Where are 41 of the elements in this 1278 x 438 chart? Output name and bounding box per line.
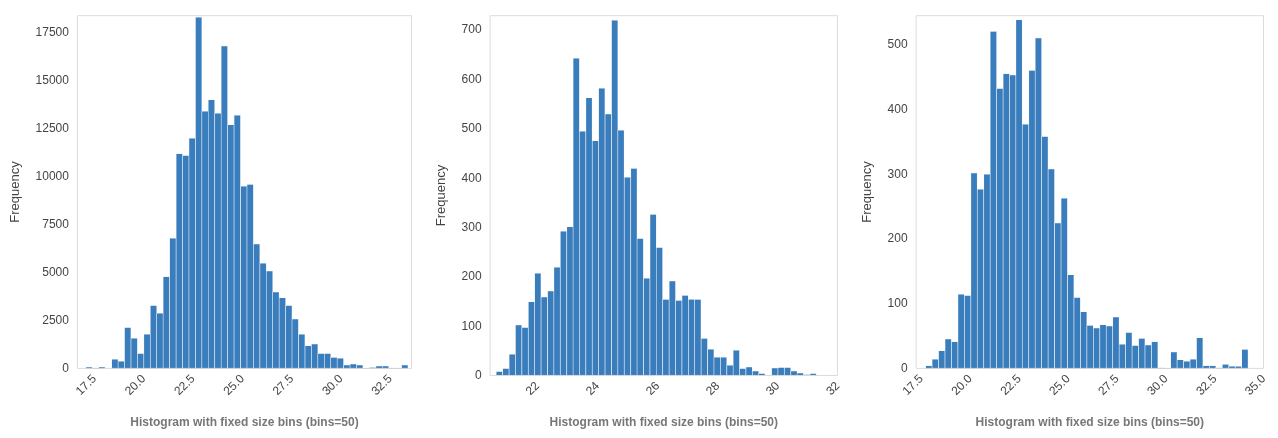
x-tick-label: 26	[642, 378, 663, 398]
x-tick-label: 32	[823, 378, 843, 398]
y-tick-label: 5000	[42, 265, 70, 280]
x-axis-title: Histogram with fixed size bins (bins=50)	[549, 415, 779, 430]
y-tick-label: 17500	[35, 24, 70, 39]
x-tick-label: 22	[522, 378, 543, 398]
x-tick-label: 28	[702, 378, 723, 398]
y-tick-label: 12500	[35, 120, 70, 135]
x-tick-label: 30.0	[319, 371, 346, 398]
y-tick-label: 200	[461, 269, 482, 284]
x-tick-label: 20.0	[122, 371, 149, 398]
y-axis-title: Frequency	[859, 160, 875, 223]
y-tick-label: 10000	[35, 168, 70, 183]
y-tick-label: 0	[62, 361, 70, 376]
y-tick-label: 700	[461, 22, 482, 37]
y-tick-label: 500	[461, 121, 482, 136]
y-tick-label: 600	[461, 71, 482, 86]
y-tick-label: 500	[887, 36, 908, 51]
y-tick-label: 300	[461, 220, 482, 235]
x-axis-title: Histogram with fixed size bins (bins=50)	[130, 415, 359, 430]
x-tick-label: 30	[763, 378, 783, 398]
y-tick-label: 300	[887, 166, 908, 181]
y-tick-label: 15000	[35, 72, 70, 87]
y-tick-label: 400	[461, 170, 482, 185]
x-tick-label: 25.0	[1046, 371, 1073, 398]
x-tick-label: 24	[582, 378, 603, 398]
y-tick-label: 400	[887, 101, 908, 116]
x-tick-label: 30.0	[1144, 371, 1171, 398]
y-tick-label: 0	[474, 368, 482, 383]
y-tick-label: 0	[900, 361, 908, 376]
y-axis-title: Frequency	[7, 160, 23, 223]
y-tick-label: 100	[887, 296, 908, 311]
x-tick-label: 35.0	[1242, 371, 1269, 398]
y-tick-label: 2500	[42, 313, 70, 328]
x-axis-title: Histogram with fixed size bins (bins=50)	[975, 415, 1205, 430]
y-tick-label: 200	[887, 231, 908, 246]
x-tick-label: 20.0	[948, 371, 976, 398]
y-tick-label: 7500	[42, 217, 70, 232]
y-tick-label: 100	[461, 318, 482, 333]
y-axis-title: Frequency	[433, 164, 449, 227]
x-tick-label: 25.0	[220, 371, 248, 398]
